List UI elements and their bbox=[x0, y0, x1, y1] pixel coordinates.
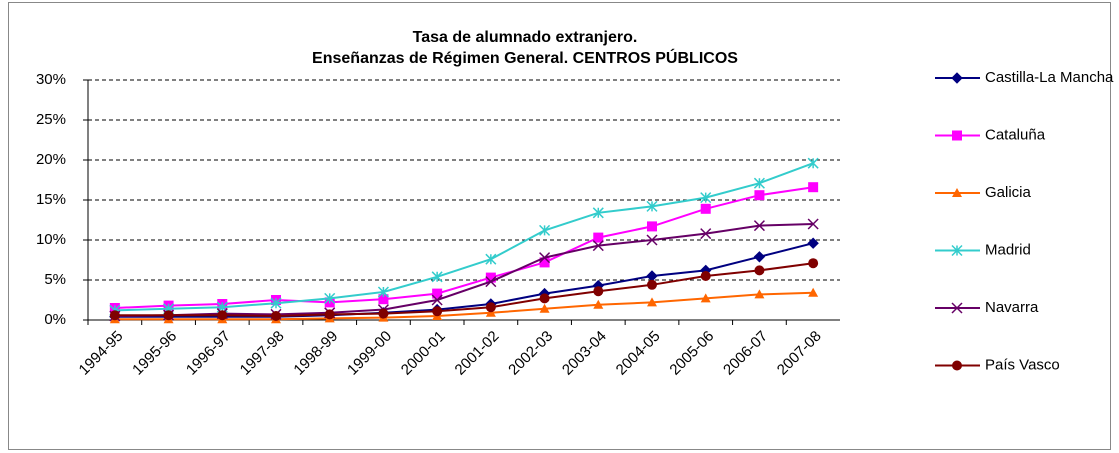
series-line bbox=[114, 223, 814, 317]
data-point bbox=[647, 297, 657, 307]
data-point bbox=[753, 177, 765, 189]
data-point bbox=[432, 306, 443, 317]
chart-title: Enseñanzas de Régimen General. CENTROS P… bbox=[312, 48, 738, 67]
data-point bbox=[431, 271, 443, 283]
data-point bbox=[753, 251, 766, 263]
data-point bbox=[539, 224, 551, 236]
legend-marker bbox=[952, 130, 962, 141]
legend-label: Galicia bbox=[985, 184, 1032, 201]
legend-marker bbox=[951, 302, 963, 314]
y-tick-label: 25% bbox=[36, 111, 66, 128]
data-point bbox=[700, 271, 711, 281]
data-point bbox=[377, 286, 389, 298]
data-point bbox=[270, 297, 282, 309]
data-point bbox=[539, 252, 551, 264]
data-point bbox=[324, 309, 335, 320]
data-point bbox=[432, 288, 443, 299]
data-point bbox=[485, 272, 496, 283]
data-point bbox=[593, 286, 604, 297]
series-line bbox=[114, 291, 814, 321]
y-tick-label: 10% bbox=[36, 231, 66, 248]
legend-marker bbox=[952, 188, 962, 197]
data-point bbox=[700, 293, 711, 303]
data-point bbox=[754, 265, 765, 276]
data-point bbox=[592, 207, 604, 219]
legend-marker bbox=[951, 72, 963, 84]
data-point bbox=[539, 303, 550, 313]
data-point bbox=[808, 182, 819, 193]
y-tick-label: 20% bbox=[36, 151, 66, 168]
legend-label: Cataluña bbox=[985, 126, 1046, 143]
data-point bbox=[217, 310, 228, 321]
y-tick-label: 15% bbox=[36, 191, 66, 208]
y-tick-label: 30% bbox=[36, 71, 66, 88]
data-point bbox=[593, 232, 604, 243]
data-point bbox=[646, 200, 658, 212]
data-point bbox=[807, 237, 819, 249]
data-point bbox=[593, 299, 604, 309]
data-point bbox=[700, 228, 712, 240]
data-point bbox=[700, 203, 711, 214]
data-point bbox=[700, 192, 712, 204]
data-point bbox=[808, 287, 819, 297]
data-point bbox=[271, 311, 281, 321]
y-tick-label: 0% bbox=[44, 311, 66, 328]
data-point bbox=[647, 279, 657, 290]
data-point bbox=[485, 302, 496, 313]
data-point bbox=[485, 276, 497, 288]
data-point bbox=[324, 292, 336, 304]
data-point bbox=[431, 294, 443, 306]
data-point bbox=[807, 218, 819, 230]
data-point bbox=[539, 293, 550, 304]
legend-label: País Vasco bbox=[985, 356, 1060, 373]
data-point bbox=[754, 190, 765, 201]
data-point bbox=[646, 234, 658, 246]
data-point bbox=[378, 294, 389, 305]
series-line bbox=[114, 162, 814, 312]
series-line bbox=[114, 262, 814, 318]
data-point bbox=[485, 253, 497, 265]
data-point bbox=[109, 310, 120, 321]
data-point bbox=[754, 289, 765, 299]
series-line bbox=[114, 242, 814, 318]
y-tick-label: 5% bbox=[44, 271, 66, 288]
data-point bbox=[753, 220, 765, 232]
legend-marker bbox=[952, 360, 962, 371]
data-point bbox=[808, 258, 819, 269]
data-point bbox=[485, 307, 496, 317]
data-point bbox=[647, 221, 657, 232]
data-point bbox=[378, 308, 389, 319]
data-point bbox=[163, 310, 174, 321]
data-point bbox=[807, 157, 819, 169]
legend-label: Castilla-La Mancha bbox=[985, 69, 1114, 86]
data-point bbox=[592, 240, 604, 252]
legend-label: Navarra bbox=[985, 299, 1039, 316]
data-point bbox=[539, 257, 550, 268]
chart-title: Tasa de alumnado extranjero. bbox=[413, 29, 638, 46]
legend-label: Madrid bbox=[985, 241, 1031, 258]
legend-marker bbox=[951, 244, 963, 257]
series-line bbox=[114, 186, 814, 309]
